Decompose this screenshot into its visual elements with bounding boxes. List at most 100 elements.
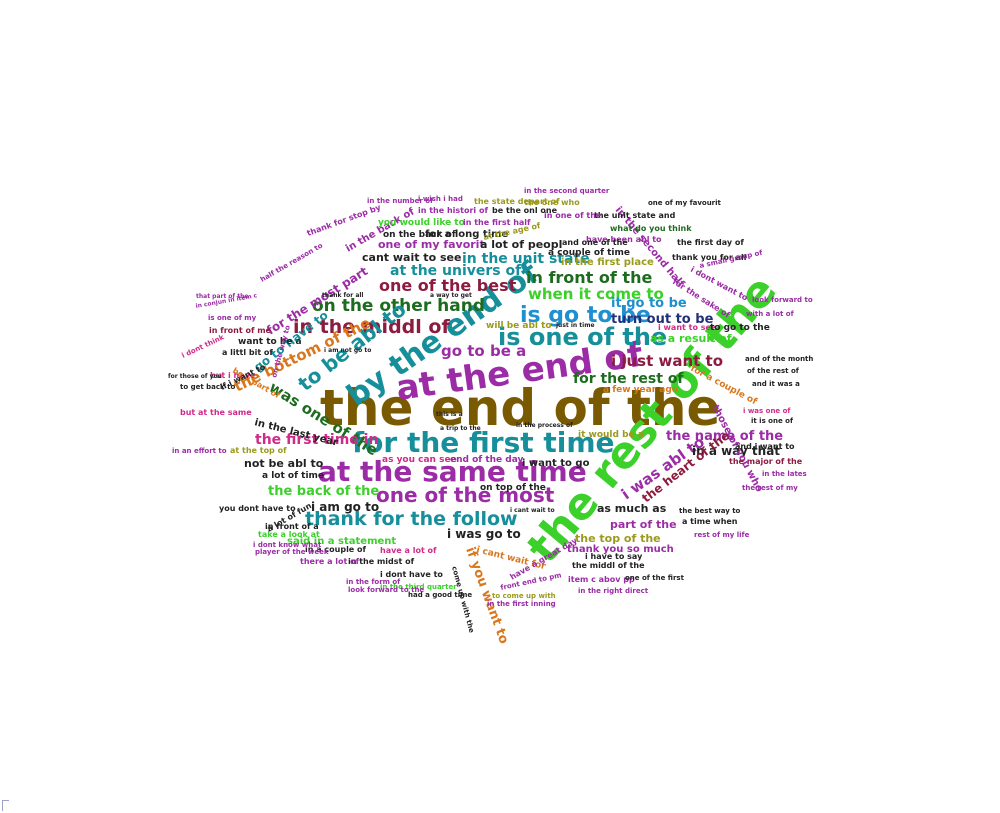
word: in front of the bbox=[526, 268, 652, 287]
word: and of the month bbox=[745, 355, 813, 363]
word: turn out to be bbox=[611, 312, 714, 327]
word: the state depart of bbox=[474, 197, 560, 206]
word: it would be a bbox=[578, 430, 644, 440]
word: on the back of bbox=[383, 230, 456, 240]
word: a trip to the bbox=[440, 425, 481, 432]
word: one of my favorit bbox=[378, 238, 485, 251]
word: as you can see bbox=[382, 455, 457, 465]
word: you would like to bbox=[378, 218, 465, 228]
word: but at the same bbox=[180, 408, 252, 417]
word: will be abl to bbox=[486, 321, 552, 331]
word: rest of my life bbox=[694, 531, 750, 539]
word: in the unit state bbox=[462, 251, 590, 267]
word: in a couple of bbox=[305, 545, 367, 554]
word: the first time in bbox=[255, 432, 378, 448]
word: as much as bbox=[597, 502, 667, 515]
word: a few year ago bbox=[603, 385, 678, 395]
word: when it come to bbox=[528, 285, 664, 303]
word: and one of the bbox=[562, 238, 628, 247]
word: on top of the bbox=[480, 483, 546, 493]
word: i cant wait to bbox=[510, 507, 555, 514]
word: have been abl to bbox=[586, 235, 662, 244]
word: in a way that bbox=[692, 444, 780, 458]
word: one of my favourit bbox=[648, 199, 722, 207]
word: in the first half bbox=[463, 218, 531, 227]
word: the major of the bbox=[729, 457, 803, 466]
word: cant wait to see bbox=[362, 251, 461, 264]
word: is go to be bbox=[520, 303, 651, 328]
word: in front of me bbox=[209, 326, 272, 335]
word: i wish i had bbox=[418, 195, 463, 203]
word: want to be a bbox=[238, 337, 302, 347]
word: on the other hand bbox=[312, 296, 485, 316]
word: the rest of my bbox=[742, 484, 798, 492]
word: i want to see bbox=[658, 323, 717, 332]
word: not be abl to bbox=[244, 457, 324, 470]
word: go to be a bbox=[441, 342, 526, 360]
word: is one of my bbox=[208, 314, 257, 322]
word: a couple of time bbox=[548, 248, 630, 258]
word: be the onl one bbox=[492, 206, 558, 215]
word: a way to get bbox=[430, 292, 472, 299]
word: you dont have to bbox=[219, 504, 296, 513]
word: with a lot of bbox=[746, 310, 795, 318]
word: in the histori of bbox=[418, 206, 488, 215]
word: one of the most bbox=[376, 483, 555, 507]
word: i was one of bbox=[743, 407, 791, 415]
word: in the midst of bbox=[348, 557, 415, 566]
word: that part of the bbox=[196, 293, 248, 300]
word: for the first time bbox=[352, 426, 615, 459]
word: and i want to bbox=[735, 442, 795, 451]
word: in the process of bbox=[516, 422, 573, 429]
word: is one of the bbox=[498, 323, 667, 351]
word: in front of a bbox=[265, 522, 319, 531]
word: to go to the bbox=[710, 323, 770, 333]
word: to come up with bbox=[492, 592, 556, 600]
word: a small group of bbox=[699, 249, 764, 270]
word: as a result of bbox=[650, 332, 732, 345]
word: said in a statement bbox=[287, 536, 396, 547]
word: it is one of bbox=[751, 417, 794, 425]
word: at the univers of bbox=[390, 263, 522, 279]
word: a lot of time bbox=[262, 471, 324, 481]
word: the one who bbox=[524, 198, 580, 207]
word: the end of the bbox=[320, 379, 720, 437]
word: one of the best bbox=[379, 276, 517, 295]
word: have a lot of bbox=[380, 546, 437, 555]
word: of the rest of bbox=[747, 367, 800, 375]
word: the name of the bbox=[666, 429, 783, 444]
word: this is a bbox=[436, 411, 463, 418]
word: at the same time bbox=[318, 455, 587, 488]
word: had a good time bbox=[408, 591, 472, 599]
word: player of the week bbox=[255, 548, 329, 556]
word: i dont think bbox=[180, 333, 225, 360]
word: in the form of bbox=[346, 578, 401, 586]
word: thank you for all bbox=[672, 253, 747, 262]
word: i was go to bbox=[447, 527, 521, 541]
word: in one of the bbox=[544, 211, 602, 220]
word: the unit state and bbox=[594, 211, 676, 220]
word: i have to say bbox=[585, 552, 643, 561]
word: a time when bbox=[682, 517, 738, 526]
word: at the top of bbox=[230, 446, 287, 455]
word: a littl bit of bbox=[222, 348, 273, 357]
word: in the middl of bbox=[293, 316, 450, 338]
word: for the rest of bbox=[573, 371, 684, 387]
word: it go to be bbox=[611, 296, 687, 311]
word: in the first inning bbox=[487, 600, 556, 608]
word: in the second quarter bbox=[524, 187, 610, 195]
word: but i have bbox=[210, 371, 256, 380]
word: there a lot of bbox=[300, 557, 360, 566]
word: i am go to bbox=[311, 500, 379, 514]
word: in the right direct bbox=[578, 587, 649, 595]
word: in the first place bbox=[561, 257, 654, 268]
word: in the third quarter bbox=[380, 583, 457, 591]
word: i just want to bbox=[611, 352, 723, 370]
word: half the reason to bbox=[259, 241, 324, 283]
word: the back of the bbox=[268, 484, 379, 499]
word: in the number of bbox=[367, 197, 434, 205]
word: look forward to the bbox=[348, 586, 424, 594]
word: the best way to bbox=[679, 507, 741, 515]
word: thank you so much bbox=[567, 544, 674, 555]
